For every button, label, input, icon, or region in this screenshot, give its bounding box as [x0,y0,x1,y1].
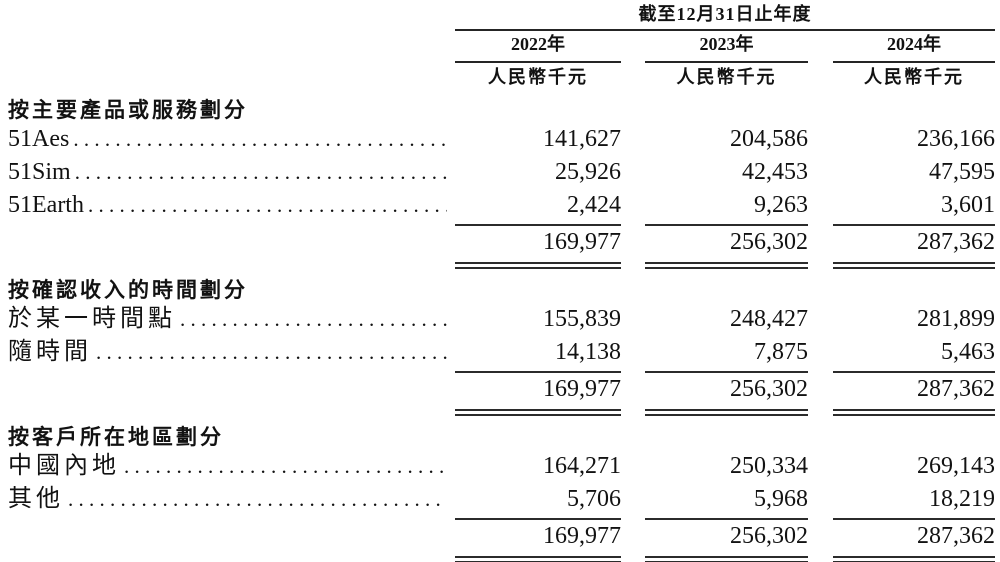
double-rule-row [8,409,995,416]
section-header-timing: 按確認收入的時間劃分 [8,278,248,302]
year-header-row: 2022年 2023年 2024年 [8,31,995,63]
table-row: 於某一時間點 155,839 248,427 281,899 [8,303,995,336]
double-rule [833,556,995,562]
single-rule-row [8,371,995,373]
value-cell: 236,166 [917,126,995,152]
value-cell: 5,706 [567,486,621,512]
total-value: 169,977 [543,523,621,549]
total-row: 169,977 256,302 287,362 [8,520,995,553]
value-cell: 164,271 [543,453,621,479]
total-value: 256,302 [730,229,808,255]
unit-row: 人民幣千元 人民幣千元 人民幣千元 [8,63,995,91]
total-value: 256,302 [730,376,808,402]
double-rule [645,556,808,562]
value-cell: 250,334 [730,453,808,479]
value-cell: 9,263 [754,192,808,218]
dot-leader [88,189,447,222]
value-cell: 47,595 [929,159,995,185]
table-row: 51Aes 141,627 204,586 236,166 [8,123,995,156]
row-label-text: 51Sim [8,159,71,185]
unit-label: 人民幣千元 [488,67,588,87]
double-rule [455,409,621,416]
value-cell: 42,453 [742,159,808,185]
double-rule [645,262,808,269]
total-value: 256,302 [730,523,808,549]
table-row: 中國內地 164,271 250,334 269,143 [8,450,995,483]
total-value: 287,362 [917,229,995,255]
value-cell: 204,586 [730,126,808,152]
single-rule [833,371,995,373]
year-header-2024: 2024年 [833,31,995,63]
total-value: 287,362 [917,523,995,549]
value-cell: 141,627 [543,126,621,152]
row-label-text: 51Aes [8,126,70,152]
dot-leader [75,156,447,189]
row-label: 於某一時間點 [8,303,447,336]
section-header-product: 按主要產品或服務劃分 [8,98,248,122]
single-rule [455,224,621,226]
single-rule [833,518,995,520]
total-row: 169,977 256,302 287,362 [8,373,995,406]
row-label-text: 隨時間 [8,339,92,365]
total-row: 169,977 256,302 287,362 [8,226,995,259]
period-header-row: 截至12月31日止年度 [8,2,995,31]
dot-leader [180,303,447,336]
single-rule [455,518,621,520]
single-rule [833,224,995,226]
single-rule-row [8,518,995,520]
unit-label: 人民幣千元 [676,67,777,87]
single-rule [645,224,808,226]
double-rule-row [8,262,995,269]
double-rule [645,409,808,416]
table-row: 其他 5,706 5,968 18,219 [8,483,995,516]
row-label: 隨時間 [8,336,447,369]
period-header: 截至12月31日止年度 [455,2,995,31]
value-cell: 248,427 [730,306,808,332]
value-cell: 5,968 [754,486,808,512]
double-rule [455,556,621,562]
value-cell: 155,839 [543,306,621,332]
single-rule [455,371,621,373]
double-rule-row [8,556,995,562]
row-label: 51Aes [8,123,447,156]
double-rule [833,409,995,416]
single-rule-row [8,224,995,226]
value-cell: 2,424 [567,192,621,218]
unit-label: 人民幣千元 [864,67,964,87]
dot-leader [73,123,447,156]
total-value: 169,977 [543,229,621,255]
double-rule [833,262,995,269]
table-row: 51Sim 25,926 42,453 47,595 [8,156,995,189]
section-header-region: 按客戶所在地區劃分 [8,425,224,449]
total-value: 287,362 [917,376,995,402]
year-header-2023: 2023年 [645,31,808,63]
row-label: 其他 [8,483,447,516]
value-cell: 25,926 [555,159,621,185]
row-label-text: 其他 [8,486,64,512]
table-row: 51Earth 2,424 9,263 3,601 [8,189,995,222]
value-cell: 14,138 [555,339,621,365]
value-cell: 3,601 [941,192,995,218]
row-label: 51Earth [8,189,447,222]
value-cell: 281,899 [917,306,995,332]
dot-leader [124,450,447,483]
single-rule [645,518,808,520]
year-header-2022: 2022年 [455,31,621,63]
table-row: 隨時間 14,138 7,875 5,463 [8,336,995,369]
value-cell: 5,463 [941,339,995,365]
dot-leader [96,336,447,369]
row-label-text: 中國內地 [8,453,120,479]
value-cell: 18,219 [929,486,995,512]
value-cell: 269,143 [917,453,995,479]
total-value: 169,977 [543,376,621,402]
row-label-text: 51Earth [8,192,84,218]
value-cell: 7,875 [754,339,808,365]
dot-leader [68,483,447,516]
row-label: 51Sim [8,156,447,189]
single-rule [645,371,808,373]
row-label: 中國內地 [8,450,447,483]
row-label-text: 於某一時間點 [8,306,176,332]
double-rule [455,262,621,269]
